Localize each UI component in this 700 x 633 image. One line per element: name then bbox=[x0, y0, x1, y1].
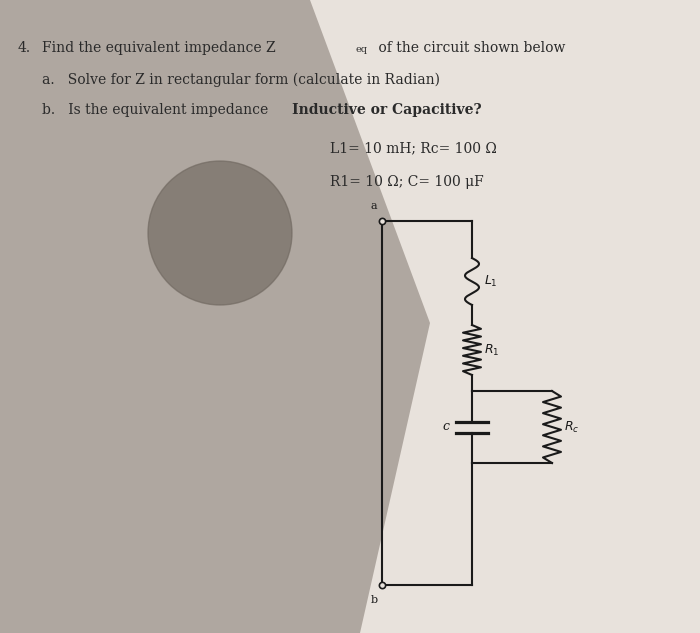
Circle shape bbox=[148, 161, 292, 305]
Text: Find the equivalent impedance Z: Find the equivalent impedance Z bbox=[42, 41, 276, 55]
Text: $R_c$: $R_c$ bbox=[564, 420, 580, 434]
Text: R1= 10 Ω; C= 100 μF: R1= 10 Ω; C= 100 μF bbox=[330, 175, 484, 189]
Text: of the circuit shown below: of the circuit shown below bbox=[374, 41, 566, 55]
Text: $L_1$: $L_1$ bbox=[484, 274, 498, 289]
Text: b: b bbox=[370, 595, 377, 605]
Text: $R_1$: $R_1$ bbox=[484, 342, 499, 358]
Text: a: a bbox=[371, 201, 377, 211]
Text: c: c bbox=[442, 420, 449, 434]
Polygon shape bbox=[0, 0, 430, 633]
Text: Inductive or Capacitive?: Inductive or Capacitive? bbox=[292, 103, 482, 117]
Text: L1= 10 mH; Rc= 100 Ω: L1= 10 mH; Rc= 100 Ω bbox=[330, 141, 497, 155]
Text: 4.: 4. bbox=[18, 41, 31, 55]
Text: b.   Is the equivalent impedance: b. Is the equivalent impedance bbox=[42, 103, 272, 117]
Text: eq: eq bbox=[356, 46, 368, 54]
Text: a.   Solve for Z in rectangular form (calculate in Radian): a. Solve for Z in rectangular form (calc… bbox=[42, 73, 440, 87]
